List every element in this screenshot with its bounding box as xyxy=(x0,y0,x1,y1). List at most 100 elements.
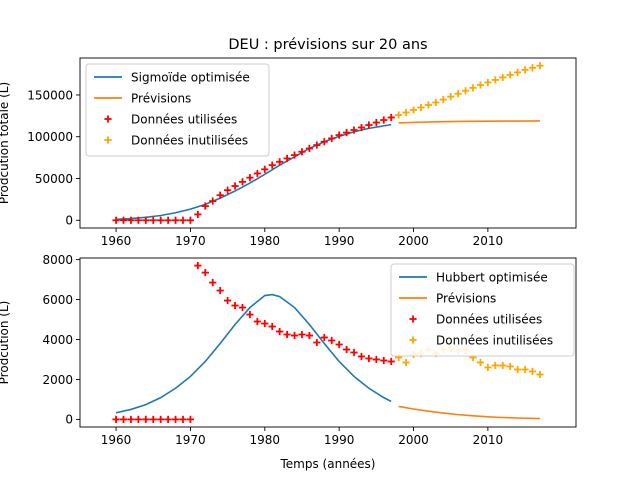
legend-label: Données inutilisées xyxy=(131,134,248,148)
data-point xyxy=(402,108,410,117)
x-tick-label: 1960 xyxy=(101,234,132,248)
legend: Sigmoïde optimisée Prévisions Données util… xyxy=(85,63,270,157)
data-point xyxy=(514,365,522,374)
data-point xyxy=(157,216,165,224)
x-axis-label: Temps (années) xyxy=(280,457,376,471)
series-sigmo-de-optimis-e-line xyxy=(116,123,392,221)
series-donn-es-inutilis-es xyxy=(395,62,544,119)
data-point xyxy=(521,365,529,374)
data-point xyxy=(164,415,172,424)
data-point xyxy=(409,106,418,114)
legend-item: Prévisions xyxy=(399,292,496,306)
data-point xyxy=(328,134,336,143)
data-point xyxy=(149,415,157,424)
data-point xyxy=(142,216,150,224)
data-point xyxy=(491,361,499,370)
data-point xyxy=(253,169,261,178)
y-tick-label: 100000 xyxy=(27,130,73,144)
x-tick-label: 2010 xyxy=(473,234,504,248)
data-point xyxy=(357,123,366,132)
data-point xyxy=(127,216,135,224)
data-point xyxy=(179,415,187,424)
legend-item: Sigmoïde optimisée xyxy=(94,71,250,85)
y-tick-label: 0 xyxy=(65,413,73,427)
plot-area xyxy=(112,261,544,424)
data-point xyxy=(313,141,321,149)
data-point xyxy=(372,355,380,364)
data-point xyxy=(305,144,314,153)
axes-frame xyxy=(79,57,577,229)
data-point xyxy=(268,322,276,331)
legend-label: Données utilisées xyxy=(436,313,542,327)
x-tick-label: 1990 xyxy=(324,433,355,447)
legend-item: Données inutilisées xyxy=(104,134,248,148)
legend-item: Données inutilisées xyxy=(409,334,553,348)
y-axis-label: Prodcution (L) xyxy=(0,301,11,385)
data-point xyxy=(350,126,358,134)
y-tick-label: 4000 xyxy=(42,333,73,347)
data-point xyxy=(491,76,499,84)
data-point xyxy=(216,191,224,199)
data-point xyxy=(194,210,202,219)
legend: Hubbert optimisée Prévisions Données utili… xyxy=(390,263,575,357)
data-point xyxy=(201,268,209,277)
data-point xyxy=(365,121,373,129)
data-point xyxy=(209,197,217,205)
data-point xyxy=(231,182,239,190)
series-pr-visions-line xyxy=(398,120,540,124)
data-point xyxy=(342,128,351,137)
legend-item: Données utilisées xyxy=(104,113,237,127)
data-point xyxy=(119,415,128,424)
data-point xyxy=(335,340,343,349)
data-point xyxy=(268,161,276,169)
data-point xyxy=(261,319,269,328)
data-point xyxy=(298,148,306,156)
data-point xyxy=(224,296,232,305)
data-point xyxy=(283,330,291,339)
cumulative-production-panel: 1960 1970 1980 1990 2000 2010 0 50000 100000 1500… xyxy=(0,57,577,248)
y-axis-label: Prodcution totale (L) xyxy=(0,82,11,204)
axes-frame xyxy=(79,257,577,428)
legend-label: Sigmoïde optimisée xyxy=(131,71,250,85)
data-point xyxy=(194,261,202,270)
data-point xyxy=(179,216,187,224)
data-point xyxy=(528,64,537,72)
data-point xyxy=(454,90,462,98)
data-point xyxy=(357,352,366,361)
data-point xyxy=(514,68,522,77)
x-tick-label: 1970 xyxy=(175,234,206,248)
data-point xyxy=(469,84,477,92)
series-donn-es-utilis-es xyxy=(112,113,395,224)
data-point xyxy=(164,216,172,224)
data-point xyxy=(134,216,142,224)
annual-production-panel: 1960 1970 1980 1990 2000 2010 0 2000 4000 6000 800… xyxy=(0,253,577,471)
legend-swatch xyxy=(104,136,112,144)
data-point xyxy=(171,415,180,424)
data-point xyxy=(499,73,507,82)
data-point xyxy=(499,361,507,370)
data-point xyxy=(350,348,358,357)
data-point xyxy=(484,78,492,87)
x-tick-label: 1970 xyxy=(175,433,206,447)
data-point xyxy=(246,310,254,319)
data-point xyxy=(506,362,514,371)
data-point xyxy=(290,331,299,340)
data-point xyxy=(402,358,410,367)
data-point xyxy=(432,98,440,107)
y-tick-label: 50000 xyxy=(35,172,73,186)
legend-label: Données utilisées xyxy=(131,113,237,127)
legend-swatch xyxy=(104,115,112,123)
x-tick-label: 1960 xyxy=(101,433,132,447)
data-point xyxy=(305,331,314,340)
x-tick-label: 2000 xyxy=(398,433,429,447)
legend-item: Données utilisées xyxy=(409,313,542,327)
data-point xyxy=(253,317,261,326)
data-point xyxy=(380,116,388,124)
data-point xyxy=(424,101,432,109)
legend-box xyxy=(390,263,575,357)
chart-title: DEU : prévisions sur 20 ans xyxy=(228,37,427,53)
data-point xyxy=(521,66,529,74)
data-point xyxy=(506,71,514,79)
series-donn-es-utilis-es xyxy=(112,261,395,424)
